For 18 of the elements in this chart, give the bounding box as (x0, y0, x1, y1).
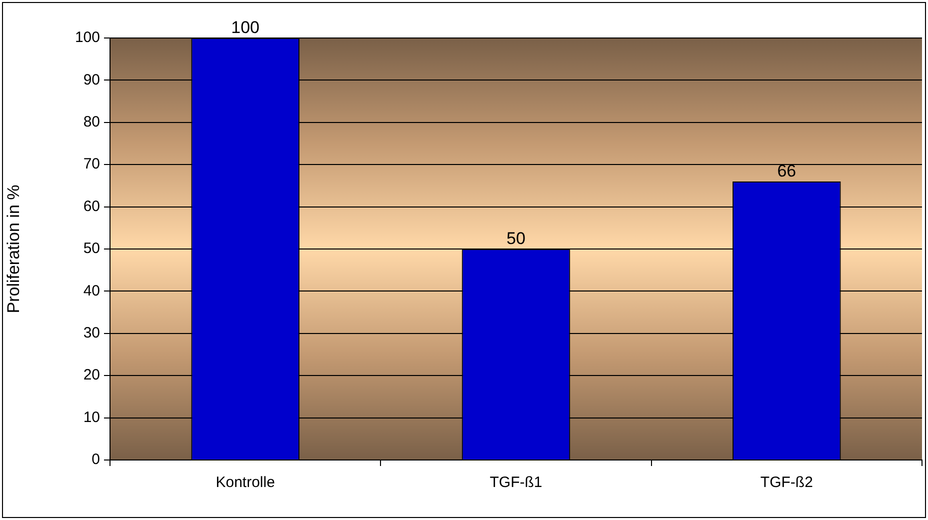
y-tick-label: 40 (83, 282, 100, 300)
data-label: 66 (777, 162, 796, 181)
y-tick-label: 80 (83, 114, 100, 131)
y-tick-label: 100 (74, 29, 100, 46)
x-tick-label: TGF-ß1 (490, 474, 542, 492)
y-tick-label: 90 (83, 71, 100, 88)
y-tick-label: 0 (92, 451, 100, 468)
data-label: 100 (231, 18, 260, 38)
x-tick-label: TGF-ß2 (760, 474, 813, 492)
y-tick-label: 10 (83, 408, 100, 426)
y-tick-label: 50 (83, 240, 100, 258)
y-tick-label: 60 (83, 198, 100, 215)
y-tick-label: 70 (83, 156, 100, 173)
x-tick-label: Kontrolle (216, 474, 275, 492)
y-axis-title: Proliferation in % (4, 184, 23, 314)
y-tick-label: 30 (83, 324, 100, 342)
y-tick-label: 20 (83, 366, 100, 384)
data-label: 50 (506, 229, 526, 248)
